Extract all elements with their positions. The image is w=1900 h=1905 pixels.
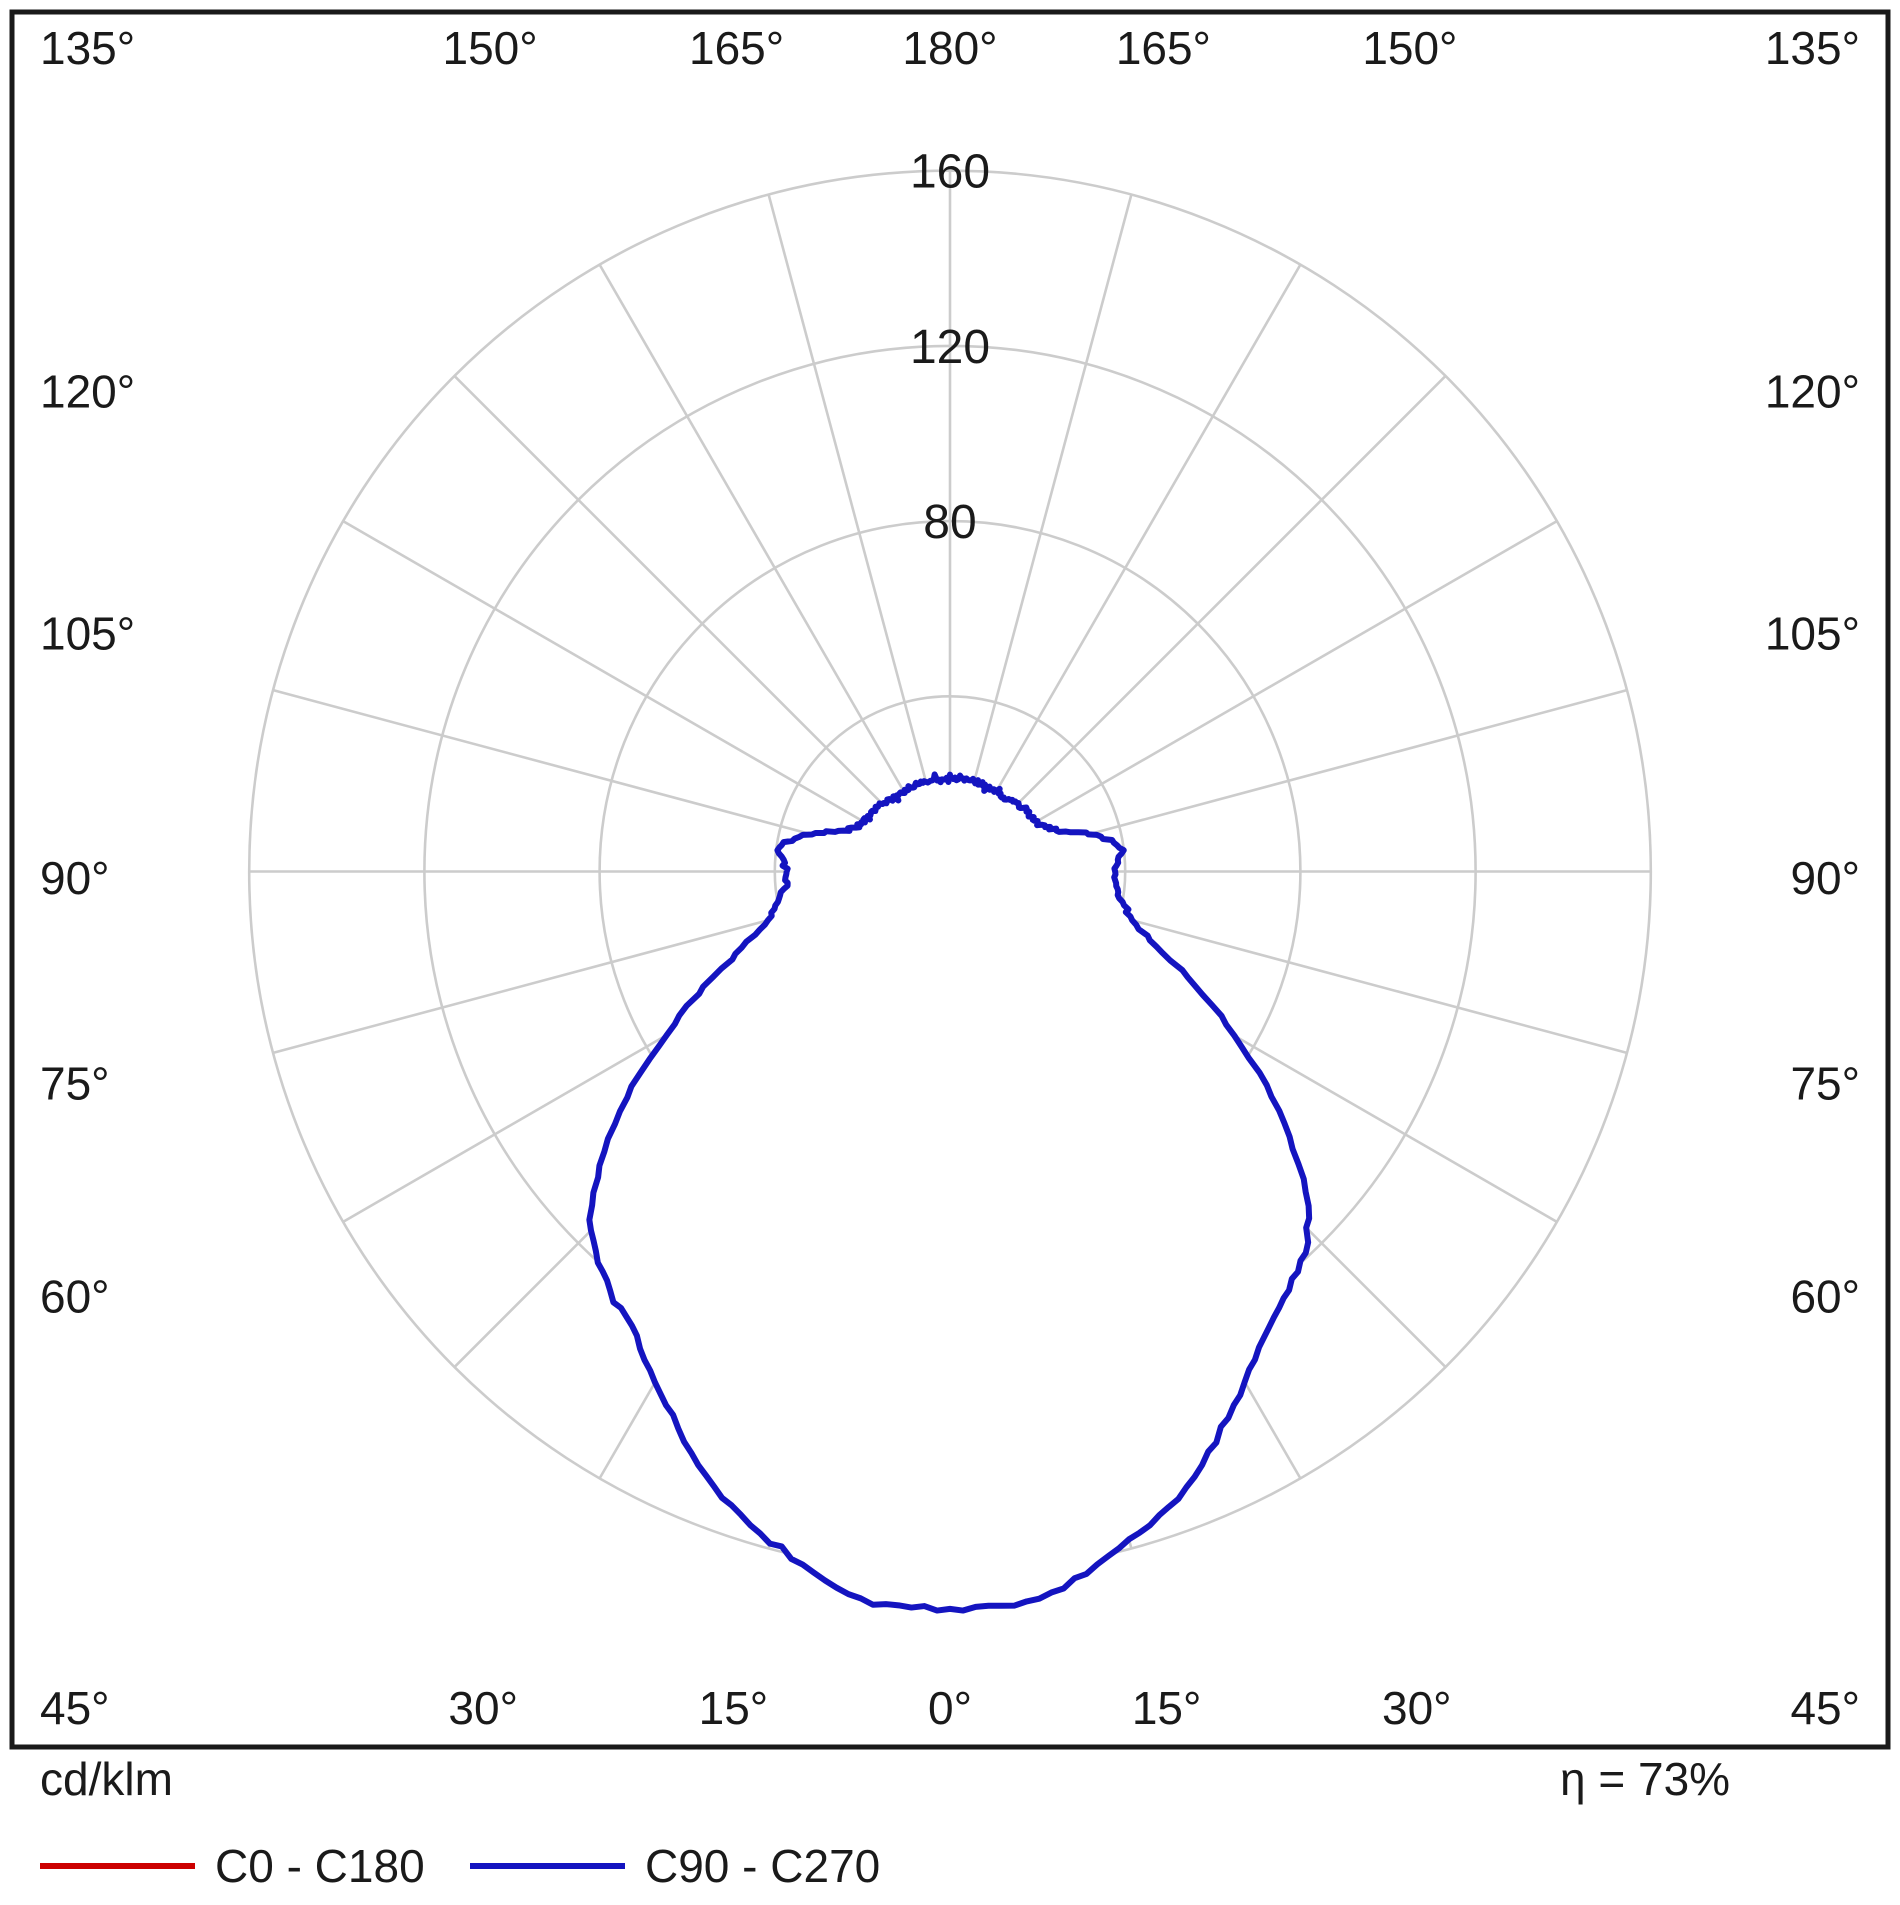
svg-text:75°: 75° (40, 1058, 110, 1110)
svg-text:165°: 165° (689, 22, 784, 74)
svg-text:160: 160 (910, 146, 990, 199)
svg-text:45°: 45° (1790, 1682, 1860, 1734)
svg-text:90°: 90° (40, 852, 110, 904)
svg-text:30°: 30° (1382, 1682, 1452, 1734)
svg-text:60°: 60° (1790, 1271, 1860, 1323)
svg-text:180°: 180° (902, 22, 997, 74)
svg-text:30°: 30° (448, 1682, 518, 1734)
svg-text:150°: 150° (443, 22, 538, 74)
svg-text:0°: 0° (928, 1682, 972, 1734)
svg-text:150°: 150° (1362, 22, 1457, 74)
svg-text:60°: 60° (40, 1271, 110, 1323)
svg-text:135°: 135° (1765, 22, 1860, 74)
svg-text:120°: 120° (1765, 365, 1860, 417)
svg-text:105°: 105° (40, 608, 135, 660)
svg-text:45°: 45° (40, 1682, 110, 1734)
svg-text:15°: 15° (1132, 1682, 1202, 1734)
svg-text:90°: 90° (1790, 852, 1860, 904)
svg-text:C90 - C270: C90 - C270 (645, 1840, 880, 1892)
svg-text:165°: 165° (1116, 22, 1211, 74)
svg-text:15°: 15° (699, 1682, 769, 1734)
svg-text:C0 - C180: C0 - C180 (215, 1840, 425, 1892)
svg-text:80: 80 (923, 496, 976, 549)
svg-text:120: 120 (910, 321, 990, 374)
svg-text:135°: 135° (40, 22, 135, 74)
svg-text:75°: 75° (1790, 1058, 1860, 1110)
svg-text:105°: 105° (1765, 608, 1860, 660)
svg-text:120°: 120° (40, 365, 135, 417)
